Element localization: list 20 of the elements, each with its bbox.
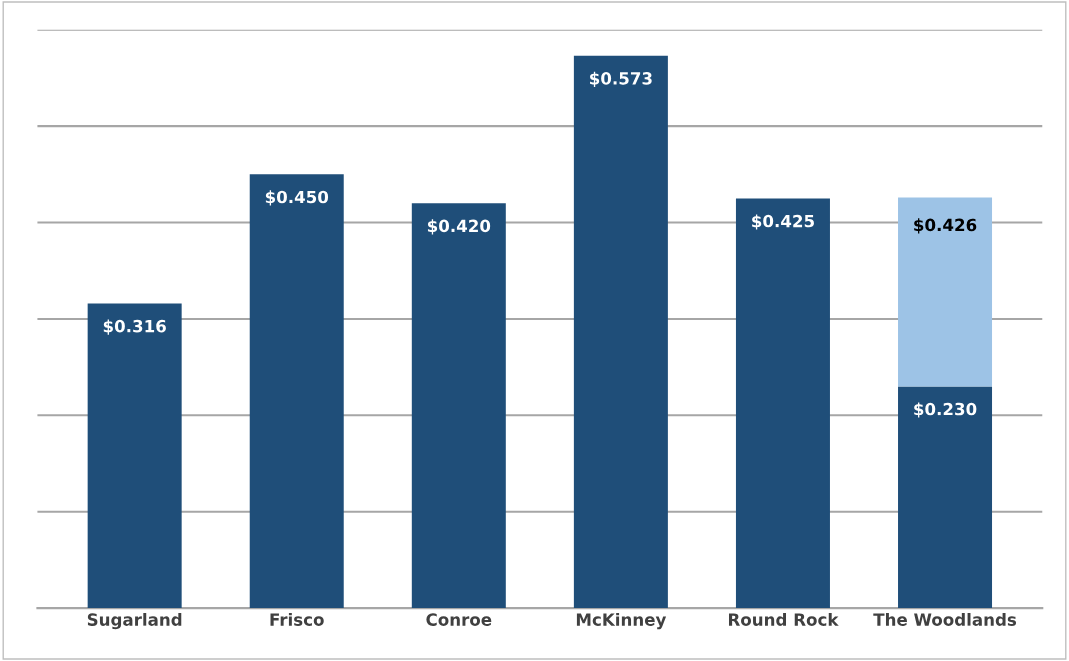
x-tick-label: The Woodlands xyxy=(873,612,1017,626)
data-label: $0.420 xyxy=(427,219,491,235)
data-label: $0.573 xyxy=(590,71,652,87)
bar xyxy=(735,198,830,609)
x-tick-label: Conroe xyxy=(426,613,492,626)
data-label: $0.316 xyxy=(103,319,166,335)
bar xyxy=(573,55,668,609)
bar xyxy=(87,303,182,609)
data-label: $0.230 xyxy=(914,402,977,418)
total-label: $0.426 xyxy=(914,218,977,234)
bar xyxy=(411,203,506,609)
bar xyxy=(898,197,993,387)
x-tick-label: Round Rock xyxy=(728,612,839,626)
bar xyxy=(249,174,344,609)
x-tick-label: Frisco xyxy=(270,612,324,626)
x-tick-label: McKinney xyxy=(576,612,667,630)
data-label: $0.450 xyxy=(265,190,329,206)
bar xyxy=(898,386,993,609)
data-label: $0.425 xyxy=(752,214,814,230)
x-tick-label: Sugarland xyxy=(87,612,182,630)
